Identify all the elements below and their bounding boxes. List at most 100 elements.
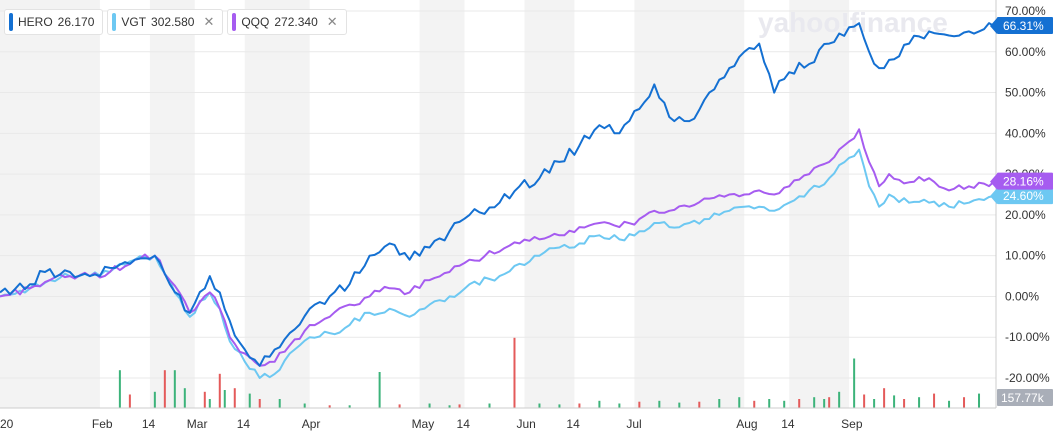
volume-bar [448,405,451,408]
series-color-swatch [112,13,117,31]
x-tick-label: May [412,417,435,431]
volume-bar [378,372,381,408]
legend-chip-hero[interactable]: HERO 26.170 [4,9,104,35]
volume-bars [118,337,981,408]
y-tick-label: -20.00% [1005,371,1050,385]
volume-bar [558,404,561,408]
x-tick-label: Jul [626,417,641,431]
volume-bar [223,390,226,408]
last-value-tag-vgt: 24.60% [990,187,1053,205]
grid-lines [0,10,996,379]
legend-symbol: QQQ [241,15,270,29]
x-tick-label: 14 [142,417,156,431]
volume-last-tag: 157.77k [997,389,1053,406]
volume-bar [258,399,261,408]
y-tick-label: 60.00% [1005,45,1046,59]
volume-bar [813,397,816,408]
volume-bar [348,405,351,408]
volume-bar [618,403,621,408]
volume-bar [903,399,906,408]
volume-bar [798,399,801,408]
volume-bar [893,395,896,408]
volume-bar [218,373,221,408]
volume-bar [278,399,281,408]
volume-bar [118,370,121,408]
y-tick-label: 40.00% [1005,126,1046,140]
weekend-bands [0,0,850,408]
last-value-text: 24.60% [1003,189,1044,203]
legend-chip-qqq[interactable]: QQQ 272.340 ✕ [227,9,347,35]
volume-bar [598,400,601,408]
volume-bar [488,403,491,408]
volume-bar [208,399,211,408]
close-icon[interactable]: ✕ [203,14,215,29]
y-tick-label: -10.00% [1005,330,1050,344]
volume-bar [398,404,401,408]
volume-bar [513,337,516,408]
weekend-band [789,0,850,408]
legend-symbol: HERO [18,15,53,29]
weekend-band [419,0,465,408]
series-lines [0,22,995,379]
x-tick-label: Sep [841,417,863,431]
volume-bar [853,358,856,408]
series-color-swatch [232,13,237,31]
volume-bar [718,399,721,408]
volume-bar [578,403,581,408]
close-icon[interactable]: ✕ [326,14,338,29]
last-value-text: 28.16% [1003,175,1044,189]
volume-bar [203,391,206,408]
volume-bar [873,399,876,408]
legend: HERO 26.170 VGT 302.580 ✕ QQQ 272.340 ✕ [4,9,347,35]
last-value-tag-hero: 66.31% [990,17,1053,35]
volume-bar [173,370,176,408]
volume-bar [128,394,131,408]
volume-bar [303,403,306,408]
volume-bar [248,393,251,408]
volume-bar [783,400,786,408]
volume-bar [838,391,841,408]
x-tick-label: 14 [566,417,580,431]
volume-bar [918,397,921,408]
y-tick-label: 50.00% [1005,86,1046,100]
volume-bar [233,388,236,408]
y-tick-label: 20.00% [1005,208,1046,222]
weekend-band [524,0,575,408]
volume-bar [698,401,701,408]
series-line-hero[interactable] [0,22,995,367]
volume-last-text: 157.77k [1001,391,1045,405]
volume-bar [978,393,981,408]
volume-bar [753,400,756,408]
volume-bar [863,394,866,408]
legend-price: 26.170 [57,15,95,29]
volume-bar [538,403,541,408]
weekend-band [0,0,100,408]
volume-bar [768,399,771,408]
volume-bar [163,370,166,408]
volume-bar [428,403,431,408]
x-axis: 20 Feb 14 Mar 14 Apr May 14 Jun 14 Jul Aug 14 Sep [0,407,996,431]
y-tick-label: 10.00% [1005,249,1046,263]
x-tick-label: 14 [781,417,795,431]
volume-bar [828,397,831,408]
volume-bar [948,400,951,408]
volume-bar [638,401,641,408]
volume-bar [458,404,461,408]
x-tick-label: Mar [187,417,208,431]
legend-chip-vgt[interactable]: VGT 302.580 ✕ [107,9,224,35]
weekend-band [634,0,745,408]
yahoo-finance-watermark: yahoo!finance [758,7,948,38]
y-tick-label: 70.00% [1005,4,1046,18]
last-value-text: 66.31% [1003,19,1044,33]
volume-bar [678,402,681,408]
y-tick-label: 0.00% [1005,289,1039,303]
legend-symbol: VGT [121,15,147,29]
volume-bar [658,400,661,408]
volume-bar [933,393,936,408]
x-tick-label: Aug [736,417,757,431]
last-value-tag-qqq: 28.16% [990,172,1053,190]
volume-bar [738,397,741,408]
x-tick-label: 14 [457,417,471,431]
series-color-swatch [9,13,13,31]
